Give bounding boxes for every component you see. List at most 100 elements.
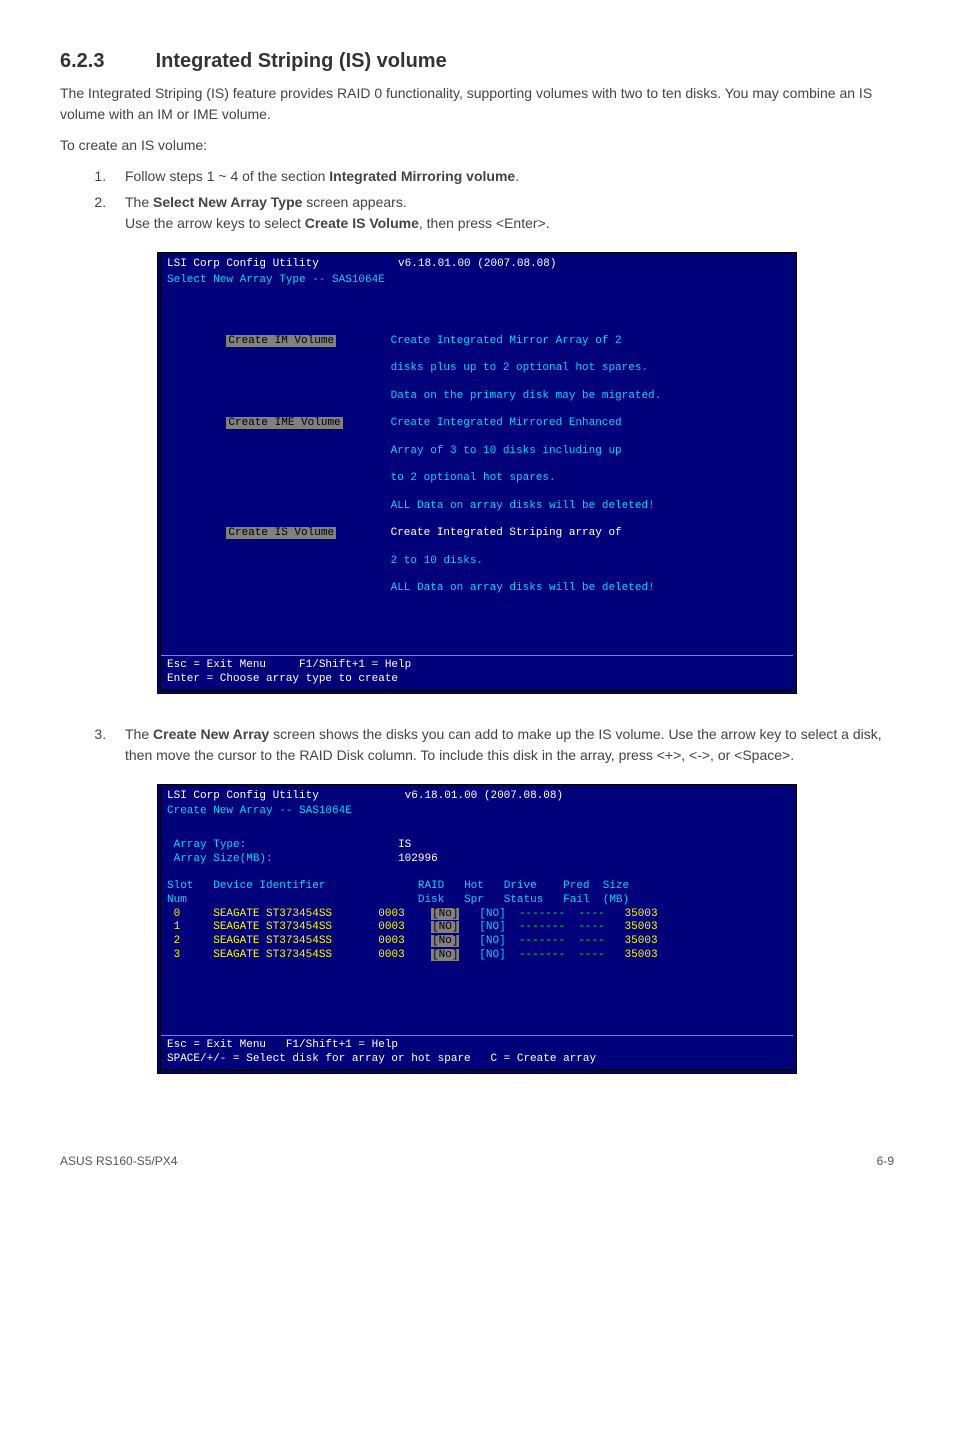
r3-dev: SEAGATE ST373454SS bbox=[213, 949, 332, 961]
step-2: The Select New Array Type screen appears… bbox=[110, 192, 894, 234]
r1-drv: ------- bbox=[519, 921, 565, 933]
term1-subtitle: Select New Array Type -- SAS1064E bbox=[161, 274, 793, 290]
step1-text-c: . bbox=[515, 168, 519, 184]
array-type-label: Array Type: bbox=[174, 839, 247, 851]
hdr-hot: Hot bbox=[464, 880, 484, 892]
term2-footer: Esc = Exit Menu F1/Shift+1 = Help SPACE/… bbox=[161, 1035, 793, 1070]
term2-title: LSI Corp Config Utility v6.18.01.00 (200… bbox=[161, 788, 793, 806]
hdr-spr: Spr bbox=[464, 894, 484, 906]
page-footer-left: ASUS RS160-S5/PX4 bbox=[60, 1154, 177, 1168]
r2-rev: 0003 bbox=[378, 935, 404, 947]
desc3a: Create Integrated Striping array of bbox=[391, 527, 622, 539]
r1-dev: SEAGATE ST373454SS bbox=[213, 921, 332, 933]
r3-slot: 3 bbox=[167, 949, 180, 961]
r1-raid: [NO] bbox=[431, 921, 459, 933]
r3-rev: 0003 bbox=[378, 949, 404, 961]
r0-hot: [NO] bbox=[479, 908, 505, 920]
page-footer: ASUS RS160-S5/PX4 6-9 bbox=[60, 1154, 894, 1168]
r2-slot: 2 bbox=[167, 935, 180, 947]
term2-body: Array Type: IS Array Size(MB): 102996 Sl… bbox=[161, 821, 793, 1035]
steps-list: Follow steps 1 ~ 4 of the section Integr… bbox=[60, 166, 894, 234]
term1-title: LSI Corp Config Utility v6.18.01.00 (200… bbox=[161, 256, 793, 274]
term1-footer2: Enter = Choose array type to create bbox=[167, 673, 787, 687]
step1-bold: Integrated Mirroring volume bbox=[329, 168, 515, 184]
hdr-drive: Drive bbox=[504, 880, 537, 892]
r2-raid: [No] bbox=[431, 935, 459, 947]
r1-pred: ---- bbox=[578, 921, 604, 933]
hdr-num: Num bbox=[167, 894, 187, 906]
section-title: Integrated Striping (IS) volume bbox=[156, 50, 447, 72]
term1-title-left: LSI Corp Config Utility bbox=[167, 258, 319, 270]
desc2b: Array of 3 to 10 disks including up bbox=[391, 445, 622, 457]
step2-text-d: , then press <Enter>. bbox=[419, 215, 550, 231]
hdr-size: Size bbox=[603, 880, 629, 892]
desc2c: to 2 optional hot spares. bbox=[391, 472, 556, 484]
r0-dev: SEAGATE ST373454SS bbox=[213, 908, 332, 920]
hdr-dev: Device Identifier bbox=[213, 880, 325, 892]
r2-pred: ---- bbox=[578, 935, 604, 947]
r2-size: 35003 bbox=[625, 935, 658, 947]
r0-size: 35003 bbox=[625, 908, 658, 920]
array-type-val: IS bbox=[398, 839, 411, 851]
desc2d: ALL Data on array disks will be deleted! bbox=[391, 500, 655, 512]
step2-bold1: Select New Array Type bbox=[153, 194, 302, 210]
menu-create-is: Create IS Volume bbox=[226, 527, 336, 539]
step-1: Follow steps 1 ~ 4 of the section Integr… bbox=[110, 166, 894, 187]
term2-footer2: SPACE/+/- = Select disk for array or hot… bbox=[167, 1053, 787, 1067]
r0-rev: 0003 bbox=[378, 908, 404, 920]
r1-size: 35003 bbox=[625, 921, 658, 933]
r0-slot: 0 bbox=[167, 908, 180, 920]
term1-footer1: Esc = Exit Menu F1/Shift+1 = Help bbox=[167, 659, 787, 673]
desc2a: Create Integrated Mirrored Enhanced bbox=[391, 417, 622, 429]
r2-drv: ------- bbox=[519, 935, 565, 947]
step-3: The Create New Array screen shows the di… bbox=[110, 724, 894, 766]
step2-bold2: Create IS Volume bbox=[305, 215, 419, 231]
term1-body: Create IM Volume Create IME Volume Creat… bbox=[161, 290, 793, 656]
section-heading: 6.2.3 Integrated Striping (IS) volume bbox=[60, 50, 894, 73]
menu-create-ime: Create IME Volume bbox=[226, 417, 342, 429]
hdr-fail: Fail bbox=[563, 894, 589, 906]
hdr-status: Status bbox=[504, 894, 544, 906]
page-footer-right: 6-9 bbox=[877, 1154, 894, 1168]
term1-footer: Esc = Exit Menu F1/Shift+1 = Help Enter … bbox=[161, 655, 793, 690]
r0-raid: [No] bbox=[431, 908, 459, 920]
hdr-raid: RAID bbox=[418, 880, 444, 892]
r1-rev: 0003 bbox=[378, 921, 404, 933]
desc3c: ALL Data on array disks will be deleted! bbox=[391, 582, 655, 594]
hdr-mb: (MB) bbox=[603, 894, 629, 906]
r2-dev: SEAGATE ST373454SS bbox=[213, 935, 332, 947]
step2-text-b: screen appears. bbox=[302, 194, 406, 210]
r0-pred: ---- bbox=[578, 908, 604, 920]
hdr-pred: Pred bbox=[563, 880, 589, 892]
desc1a: Create Integrated Mirror Array of 2 bbox=[391, 335, 622, 347]
terminal-screenshot-1: LSI Corp Config Utility v6.18.01.00 (200… bbox=[157, 252, 797, 694]
term2-title-right: v6.18.01.00 (2007.08.08) bbox=[405, 790, 563, 802]
steps-list-cont: The Create New Array screen shows the di… bbox=[60, 724, 894, 766]
r1-hot: [NO] bbox=[479, 921, 505, 933]
hdr-disk: Disk bbox=[418, 894, 444, 906]
term2-title-left: LSI Corp Config Utility bbox=[167, 790, 319, 802]
step2-text-a: The bbox=[125, 194, 153, 210]
r1-slot: 1 bbox=[167, 921, 180, 933]
term2-footer1: Esc = Exit Menu F1/Shift+1 = Help bbox=[167, 1039, 787, 1053]
r0-drv: ------- bbox=[519, 908, 565, 920]
desc1c: Data on the primary disk may be migrated… bbox=[391, 390, 662, 402]
menu-create-im: Create IM Volume bbox=[226, 335, 336, 347]
r3-hot: [NO] bbox=[479, 949, 505, 961]
step3-bold: Create New Array bbox=[153, 726, 269, 742]
term2-subtitle: Create New Array -- SAS1064E bbox=[161, 805, 793, 821]
lead-paragraph: To create an IS volume: bbox=[60, 135, 894, 156]
intro-paragraph: The Integrated Striping (IS) feature pro… bbox=[60, 83, 894, 125]
r3-size: 35003 bbox=[625, 949, 658, 961]
hdr-slot: Slot bbox=[167, 880, 193, 892]
array-size-val: 102996 bbox=[398, 853, 438, 865]
r3-raid: [No] bbox=[431, 949, 459, 961]
terminal-screenshot-2: LSI Corp Config Utility v6.18.01.00 (200… bbox=[157, 784, 797, 1074]
term1-title-right: v6.18.01.00 (2007.08.08) bbox=[398, 258, 556, 270]
array-size-label: Array Size(MB): bbox=[174, 853, 273, 865]
step3-text-a: The bbox=[125, 726, 153, 742]
r2-hot: [NO] bbox=[479, 935, 505, 947]
desc1b: disks plus up to 2 optional hot spares. bbox=[391, 362, 648, 374]
section-number: 6.2.3 bbox=[60, 50, 150, 73]
step2-text-c: Use the arrow keys to select bbox=[125, 215, 305, 231]
